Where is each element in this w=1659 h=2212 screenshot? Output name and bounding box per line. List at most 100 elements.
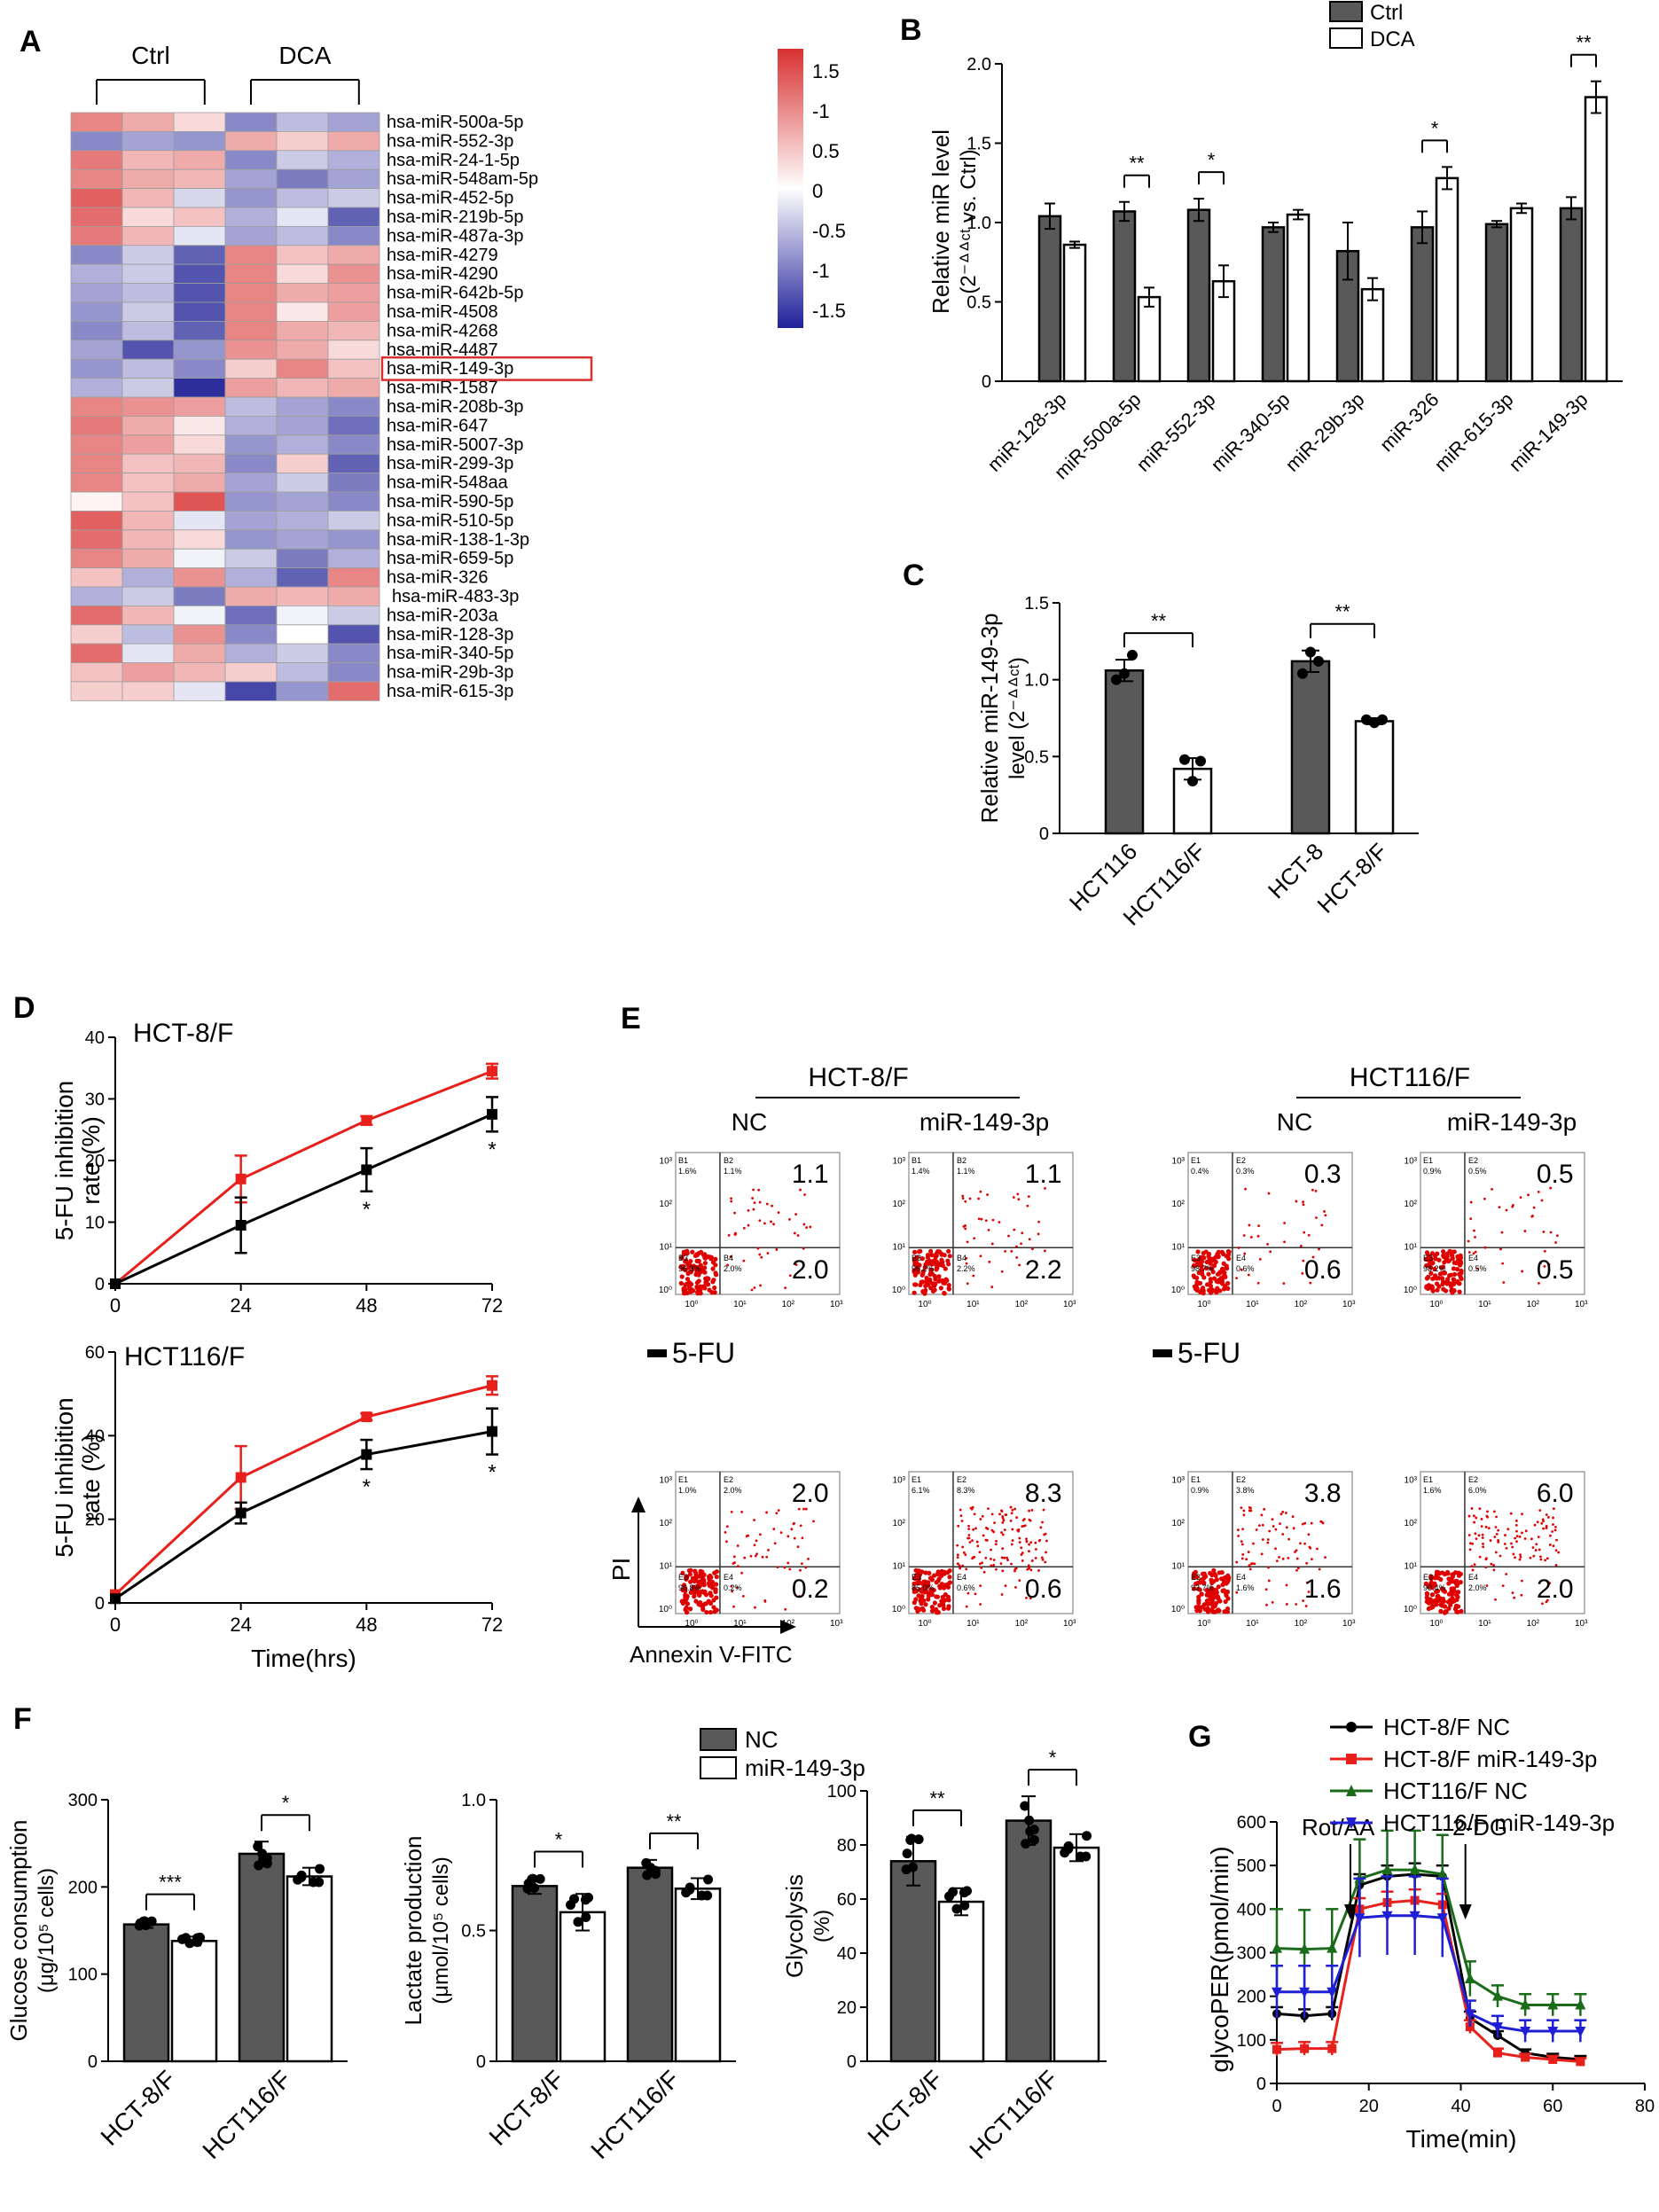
flow-dot bbox=[777, 1509, 780, 1512]
flow-dot bbox=[978, 1551, 982, 1554]
flow-dot bbox=[1010, 1249, 1013, 1253]
heatmap-cell bbox=[224, 491, 278, 512]
flow-dot bbox=[968, 1197, 972, 1200]
heatmap-cell bbox=[70, 150, 123, 170]
flow-dot bbox=[802, 1507, 805, 1511]
chart-d2-series-line-black bbox=[114, 1430, 493, 1600]
flow-dot bbox=[964, 1200, 967, 1203]
flow-dot bbox=[1243, 1252, 1247, 1255]
flow-dot bbox=[1511, 1591, 1514, 1595]
heatmap-cell bbox=[121, 168, 175, 189]
flow-dot bbox=[1520, 1593, 1523, 1597]
flow-dot bbox=[1261, 1538, 1264, 1541]
flow-dot bbox=[1295, 1557, 1299, 1560]
flow-dot bbox=[1424, 1250, 1430, 1255]
heatmap-cell bbox=[276, 453, 329, 474]
flow-dot bbox=[1044, 1532, 1047, 1536]
chart-g-y-tick-label: 0 bbox=[1256, 2075, 1266, 2094]
flow-dot bbox=[956, 1562, 959, 1565]
flow-dot bbox=[758, 1253, 762, 1256]
flow-condition-label: NC bbox=[732, 1108, 767, 1136]
chart-g-y-label: glycoPER(pmol/min) bbox=[1206, 1846, 1233, 2072]
flow-dot bbox=[1552, 1516, 1554, 1520]
chart-f1-bar bbox=[238, 1852, 286, 2063]
flow-dot bbox=[1434, 1276, 1439, 1281]
heatmap-cell bbox=[70, 188, 123, 208]
flow-dot bbox=[1204, 1282, 1210, 1287]
flow-dot bbox=[1264, 1588, 1268, 1591]
flow-dot bbox=[1017, 1198, 1021, 1201]
flow-dot bbox=[1241, 1528, 1244, 1531]
chart-c-x-tick-label: HCT-8/F bbox=[1312, 838, 1393, 918]
flow-dot bbox=[956, 1553, 959, 1557]
flow-dot bbox=[1271, 1518, 1274, 1520]
flow-dot bbox=[1028, 1567, 1030, 1570]
panel-d-line-charts: 0 10 20 30 40 0 24 48 72 * * HCT-8/F 5-FU inhibition… bbox=[51, 1019, 503, 1672]
flow-dot bbox=[929, 1608, 935, 1614]
flow-dot bbox=[686, 1284, 692, 1289]
heatmap-cell bbox=[276, 473, 329, 493]
chart-f3-data-point bbox=[1063, 1841, 1074, 1851]
flow-dot bbox=[1304, 1605, 1308, 1607]
chart-f3-y-tick-label: 20 bbox=[837, 1998, 857, 2018]
flow-dot bbox=[995, 1539, 998, 1543]
flow-dot bbox=[713, 1270, 718, 1276]
flow-x-tick-label: 10⁰ bbox=[1197, 1619, 1210, 1629]
flow-dot bbox=[705, 1282, 711, 1287]
heatmap-cell bbox=[121, 434, 175, 455]
chart-b-bar bbox=[1509, 207, 1534, 383]
flow-dot bbox=[779, 1531, 783, 1535]
heatmap-cell bbox=[327, 586, 380, 606]
flow-dot bbox=[1235, 1591, 1239, 1594]
flow-dot bbox=[725, 1525, 729, 1528]
flow-dot bbox=[913, 1567, 919, 1573]
flow-dot bbox=[975, 1540, 979, 1544]
flow-dot bbox=[1474, 1235, 1476, 1239]
flow-dot bbox=[1540, 1521, 1544, 1525]
heatmap-cell bbox=[327, 567, 380, 588]
flow-dot bbox=[783, 1566, 786, 1569]
flow-x-tick-label: 10¹ bbox=[733, 1619, 747, 1629]
flow-dot bbox=[1214, 1577, 1219, 1583]
heatmap-cell bbox=[224, 396, 278, 417]
heatmap-cell bbox=[173, 396, 226, 417]
flow-upper-right-value: 1.1 bbox=[1025, 1160, 1062, 1189]
flow-dot bbox=[698, 1284, 703, 1289]
legend-marker bbox=[1346, 1785, 1357, 1796]
flow-quadrant-id: B1 bbox=[678, 1156, 688, 1165]
flow-dot bbox=[967, 1528, 971, 1531]
flow-dot bbox=[1279, 1512, 1283, 1516]
chart-c-data-point bbox=[1313, 655, 1324, 667]
flow-dot bbox=[1213, 1588, 1219, 1593]
flow-dot bbox=[1287, 1537, 1291, 1541]
flow-dot bbox=[990, 1548, 992, 1552]
flow-dot bbox=[701, 1572, 707, 1577]
flow-dot bbox=[1193, 1605, 1199, 1610]
flow-dot bbox=[741, 1594, 745, 1598]
panel-a-heatmap: hsa-miR-500a-5phsa-miR-552-3phsa-miR-24-… bbox=[70, 42, 846, 701]
heatmap-cell bbox=[276, 643, 329, 664]
flow-dot bbox=[1545, 1600, 1548, 1604]
flow-dot bbox=[1430, 1276, 1436, 1281]
flow-dot bbox=[799, 1568, 802, 1572]
flow-dot bbox=[710, 1266, 716, 1271]
group-label-dca: DCA bbox=[278, 42, 331, 69]
chart-f3-data-point bbox=[1075, 1851, 1085, 1862]
flow-dot bbox=[927, 1271, 933, 1278]
flow-quadrant-pct: 98.7% bbox=[1191, 1264, 1214, 1273]
flow-dot bbox=[1192, 1586, 1197, 1591]
flow-dot bbox=[974, 1592, 977, 1596]
flow-dot bbox=[1475, 1516, 1478, 1520]
flow-dot bbox=[935, 1610, 941, 1615]
flow-dot bbox=[696, 1580, 701, 1585]
flow-dot bbox=[1281, 1510, 1285, 1513]
flow-dot bbox=[790, 1528, 794, 1531]
chart-g-data-point bbox=[1272, 2044, 1281, 2054]
flow-dot bbox=[747, 1534, 749, 1537]
heatmap-cell bbox=[327, 340, 380, 360]
flow-y-tick-label: 10⁰ bbox=[1404, 1605, 1417, 1614]
chart-b-bar bbox=[1186, 208, 1211, 383]
flow-dot bbox=[1302, 1203, 1305, 1207]
flow-dot bbox=[1303, 1542, 1306, 1545]
heatmap-cell bbox=[224, 301, 278, 322]
